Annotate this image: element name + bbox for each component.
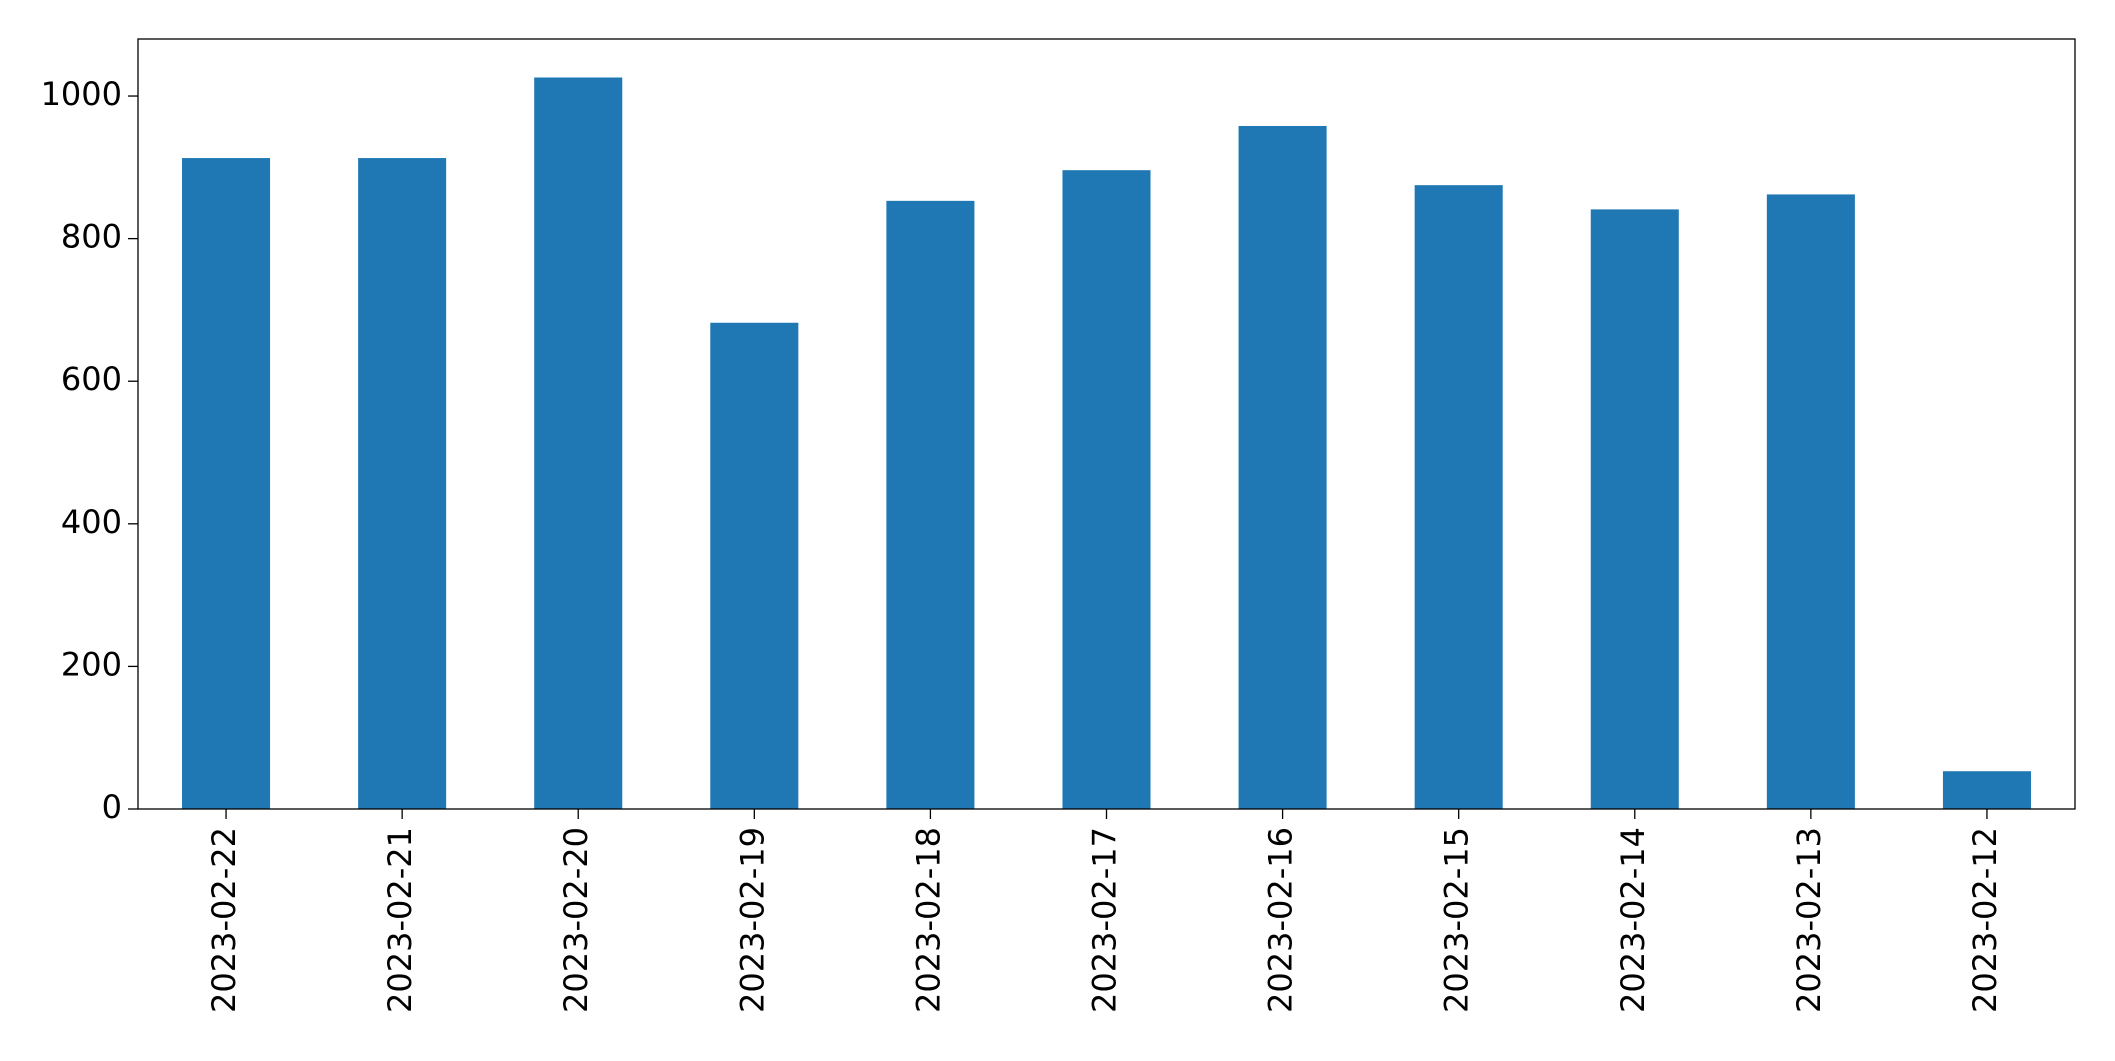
y-tick-label: 800: [61, 218, 122, 256]
bar: [886, 200, 975, 809]
y-tick-label: 1000: [41, 75, 122, 113]
x-tick-label: 2023-02-18: [909, 827, 947, 1013]
bar: [1942, 771, 2031, 809]
plot-frame: [137, 38, 2076, 810]
y-tick-label: 0: [102, 788, 122, 826]
y-tick-label: 200: [61, 645, 122, 683]
x-tick-label: 2023-02-22: [205, 827, 243, 1013]
x-tick-label: 2023-02-20: [557, 827, 595, 1013]
bar: [534, 77, 623, 809]
x-tick-label: 2023-02-17: [1086, 827, 1124, 1013]
bar: [1414, 185, 1503, 809]
x-tick-label: 2023-02-15: [1438, 827, 1476, 1013]
bar: [1238, 125, 1327, 809]
x-tick-label: 2023-02-21: [381, 827, 419, 1013]
bar: [710, 322, 799, 809]
x-tick-label: 2023-02-14: [1614, 827, 1652, 1013]
bar: [1766, 194, 1855, 810]
bar: [1062, 170, 1151, 809]
y-tick-label: 400: [61, 503, 122, 541]
x-tick-label: 2023-02-13: [1790, 827, 1828, 1013]
bar: [358, 158, 447, 809]
x-tick-label: 2023-02-19: [733, 827, 771, 1013]
x-tick-label: 2023-02-16: [1262, 827, 1300, 1013]
x-tick-label: 2023-02-12: [1966, 827, 2004, 1013]
bar: [182, 158, 271, 809]
bar: [1590, 209, 1679, 810]
y-tick-label: 600: [61, 360, 122, 398]
